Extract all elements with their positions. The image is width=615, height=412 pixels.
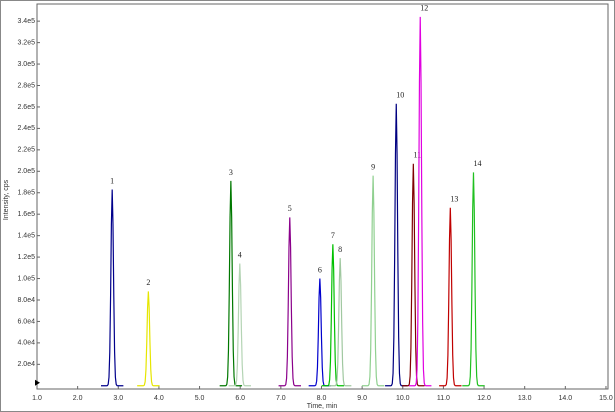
peak-label: 12 xyxy=(420,4,428,13)
peak xyxy=(328,258,352,387)
peak-label: 14 xyxy=(473,159,481,168)
axis-marker xyxy=(35,379,40,386)
y-tick-label: 1.8e5 xyxy=(17,190,35,197)
y-tick-label: 3.0e5 xyxy=(17,61,35,68)
x-tick-label: 5.0 xyxy=(195,395,205,402)
x-tick-label: 15.0 xyxy=(599,395,613,402)
y-tick-label: 1.6e5 xyxy=(17,211,35,218)
peak xyxy=(402,163,425,387)
x-tick-label: 14.0 xyxy=(559,395,573,402)
x-tick-label: 9.0 xyxy=(357,395,367,402)
peak-label: 4 xyxy=(238,250,242,259)
y-tick-label: 3.4e5 xyxy=(17,18,35,25)
peak-label: 8 xyxy=(338,245,342,254)
peak xyxy=(439,207,462,387)
peak xyxy=(278,217,301,387)
peak xyxy=(228,263,251,387)
x-tick-label: 3.0 xyxy=(113,395,123,402)
peak-label: 3 xyxy=(229,168,233,177)
peak-label: 13 xyxy=(450,195,458,204)
peak-label: 5 xyxy=(288,204,292,213)
y-tick-label: 1.0e5 xyxy=(17,275,35,282)
peak xyxy=(361,175,385,387)
y-tick-label: 2.8e5 xyxy=(17,82,35,89)
peak xyxy=(409,16,432,387)
peak-label: 1 xyxy=(110,176,114,185)
x-tick-label: 4.0 xyxy=(154,395,164,402)
x-tick-label: 10.0 xyxy=(396,395,410,402)
y-tick-label: 8.0e4 xyxy=(17,297,35,304)
peak xyxy=(219,180,243,387)
y-tick-label: 1.2e5 xyxy=(17,254,35,261)
peak-label: 7 xyxy=(331,231,335,240)
x-tick-label: 12.0 xyxy=(477,395,491,402)
peak-label: 6 xyxy=(318,265,322,274)
y-tick-label: 2.6e5 xyxy=(17,104,35,111)
x-tick-label: 6.0 xyxy=(235,395,245,402)
peak xyxy=(100,189,124,387)
peak xyxy=(321,244,345,387)
x-tick-label: 8.0 xyxy=(317,395,327,402)
y-tick-label: 2.2e5 xyxy=(17,147,35,154)
x-tick-label: 13.0 xyxy=(518,395,532,402)
x-tick-label: 2.0 xyxy=(73,395,83,402)
y-axis-label: Intensity, cps xyxy=(3,179,10,220)
peak-label: 11 xyxy=(413,151,421,160)
peak-label: 2 xyxy=(146,278,150,287)
y-tick-label: 2.0e5 xyxy=(17,168,35,175)
x-tick-label: 11.0 xyxy=(437,395,450,402)
y-tick-label: 4.0e4 xyxy=(17,340,35,347)
y-tick-label: 3.2e5 xyxy=(17,39,35,46)
y-tick-label: 6.0e4 xyxy=(17,318,35,325)
y-tick-label: 1.4e5 xyxy=(17,232,35,239)
y-tick-label: 2.0e4 xyxy=(17,361,35,368)
peak-label: 10 xyxy=(396,91,404,100)
plot-frame xyxy=(36,3,609,390)
x-tick-label: 1.0 xyxy=(32,395,42,402)
peak xyxy=(462,172,485,387)
y-tick-label: 2.4e5 xyxy=(17,125,35,132)
peak-label: 9 xyxy=(371,162,375,171)
x-axis-label: Time, min xyxy=(307,403,338,410)
x-tick-label: 7.0 xyxy=(276,395,286,402)
peak xyxy=(137,291,160,387)
